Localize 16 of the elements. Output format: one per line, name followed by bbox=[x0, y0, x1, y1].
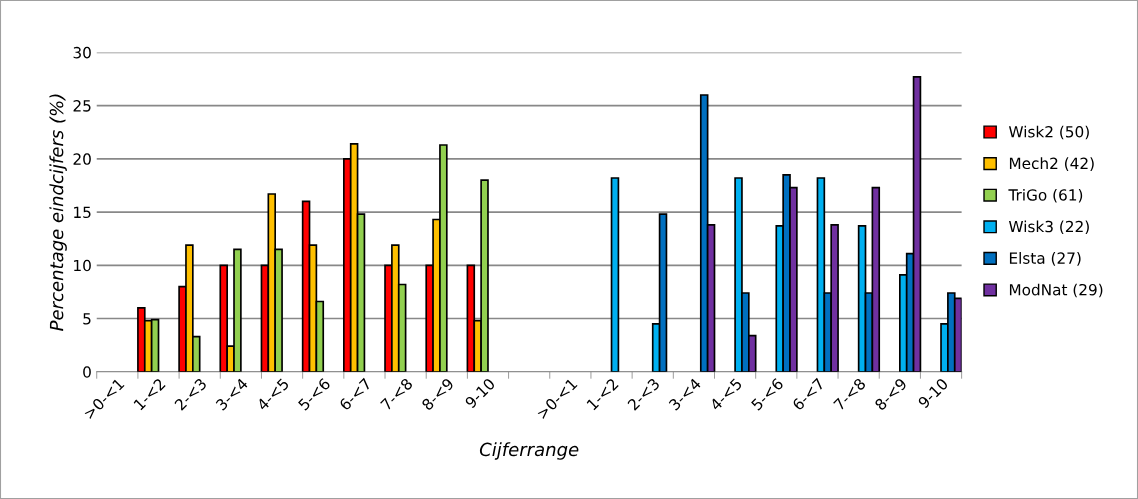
legend-label: TriGo (61) bbox=[1008, 188, 1083, 203]
y-tick-label: 5 bbox=[83, 313, 91, 325]
legend-label: Wisk3 (22) bbox=[1008, 220, 1089, 235]
legend-label: Elsta (27) bbox=[1009, 252, 1081, 266]
y-tick-label: 15 bbox=[74, 206, 91, 219]
y-tick-label: 10 bbox=[74, 259, 91, 272]
y-tick-label: 25 bbox=[73, 100, 91, 112]
y-tick-label: 30 bbox=[73, 46, 91, 59]
legend-label: ModNat (29) bbox=[1009, 283, 1103, 298]
y-tick-label: 20 bbox=[73, 153, 91, 165]
x-axis-title: Cijferrange bbox=[479, 442, 579, 460]
y-tick-label: 0 bbox=[83, 366, 91, 378]
bar bbox=[610, 177, 620, 372]
legend-label: Wisk2 (50) bbox=[1008, 125, 1089, 140]
legend-label: Mech2 (42) bbox=[1009, 157, 1094, 171]
y-axis-title: Percentage eindcijfers (%) bbox=[49, 94, 67, 331]
